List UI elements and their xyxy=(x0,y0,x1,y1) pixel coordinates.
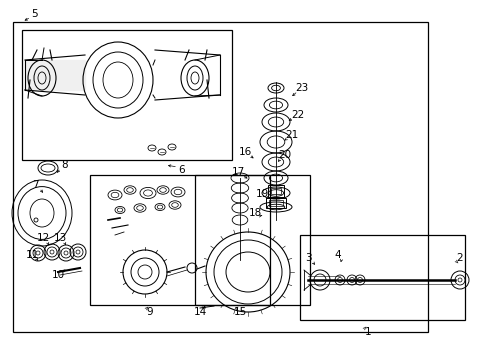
Text: 4: 4 xyxy=(334,250,341,260)
Bar xyxy=(22,30,231,160)
Text: 1: 1 xyxy=(364,327,370,337)
Bar xyxy=(267,185,284,197)
Text: 16: 16 xyxy=(238,147,251,157)
Bar xyxy=(13,22,427,332)
Text: 11: 11 xyxy=(25,250,39,260)
Text: 6: 6 xyxy=(178,165,185,175)
Bar xyxy=(265,198,285,208)
Text: 2: 2 xyxy=(456,253,462,263)
Text: 18: 18 xyxy=(248,208,261,218)
Bar xyxy=(90,175,269,305)
Bar xyxy=(195,175,309,305)
Bar xyxy=(268,200,283,206)
Bar xyxy=(270,188,281,194)
Text: 12: 12 xyxy=(36,233,49,243)
Text: 13: 13 xyxy=(53,233,66,243)
Text: 22: 22 xyxy=(291,110,304,120)
Text: 10: 10 xyxy=(51,270,64,280)
Text: 15: 15 xyxy=(233,307,246,317)
Bar xyxy=(299,235,464,320)
Text: 19: 19 xyxy=(255,189,268,199)
Text: 23: 23 xyxy=(295,83,308,93)
Text: 7: 7 xyxy=(32,180,38,190)
Text: 5: 5 xyxy=(32,9,38,19)
Text: 20: 20 xyxy=(278,150,291,160)
Text: 9: 9 xyxy=(146,307,153,317)
Text: 3: 3 xyxy=(304,253,311,263)
Text: 21: 21 xyxy=(285,130,298,140)
Text: 8: 8 xyxy=(61,160,68,170)
Text: 14: 14 xyxy=(193,307,206,317)
Text: 17: 17 xyxy=(231,167,244,177)
